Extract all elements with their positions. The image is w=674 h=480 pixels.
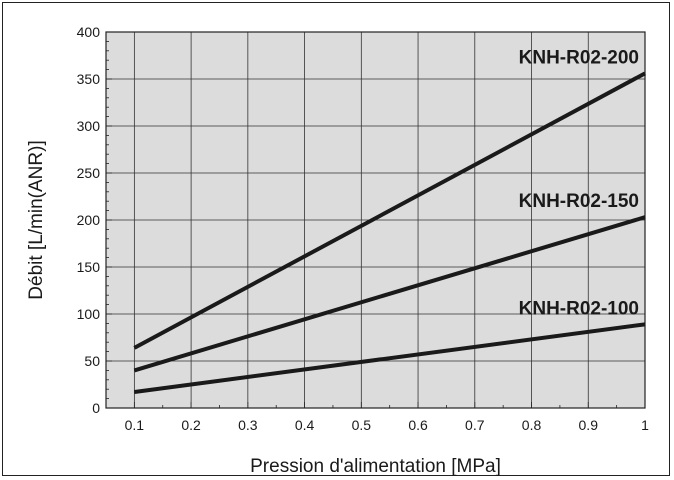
x-tick-labels: 0.1 0.2 0.3 0.4 0.5 0.6 0.7 0.8 0.9 1 [125,417,649,433]
series-labels: KNH-R02-200 KNH-R02-150 KNH-R02-100 [519,47,639,319]
series-label: KNH-R02-200 [519,47,639,68]
y-tick-label: 300 [77,118,101,134]
y-axis-label: Débit [L/min(ANR)] [26,140,47,299]
y-tick-label: 250 [77,165,101,181]
series-line [133,71,646,350]
x-tick-label: 0.9 [579,417,599,433]
y-tick-labels: 0 50 100 150 200 250 300 350 400 [77,24,101,416]
y-tick-label: 150 [77,259,101,275]
x-tick-label: 0.3 [238,417,258,433]
x-tick-label: 0.6 [408,417,428,433]
series-lines [133,71,646,395]
y-tick-label: 400 [77,24,101,40]
series-line [134,322,646,395]
plot-border [105,31,646,409]
series-label: KNH-R02-100 [519,298,639,319]
y-tick-label: 200 [77,212,101,228]
x-tick-label: 0.2 [181,417,201,433]
x-tick-label: 0.7 [465,417,485,433]
x-tick-label: 0.4 [295,417,315,433]
x-axis-label: Pression d'alimentation [MPa] [250,456,501,477]
series-line [133,215,646,373]
y-tick-label: 350 [77,71,101,87]
y-tick-label: 50 [84,353,100,369]
x-tick-label: 0.8 [522,417,542,433]
y-tick-label: 0 [92,400,100,416]
x-tick-label: 1 [641,417,649,433]
x-tick-label: 0.5 [352,417,372,433]
series-label: KNH-R02-150 [519,191,639,212]
y-tick-label: 100 [77,306,101,322]
x-tick-label: 0.1 [125,417,145,433]
